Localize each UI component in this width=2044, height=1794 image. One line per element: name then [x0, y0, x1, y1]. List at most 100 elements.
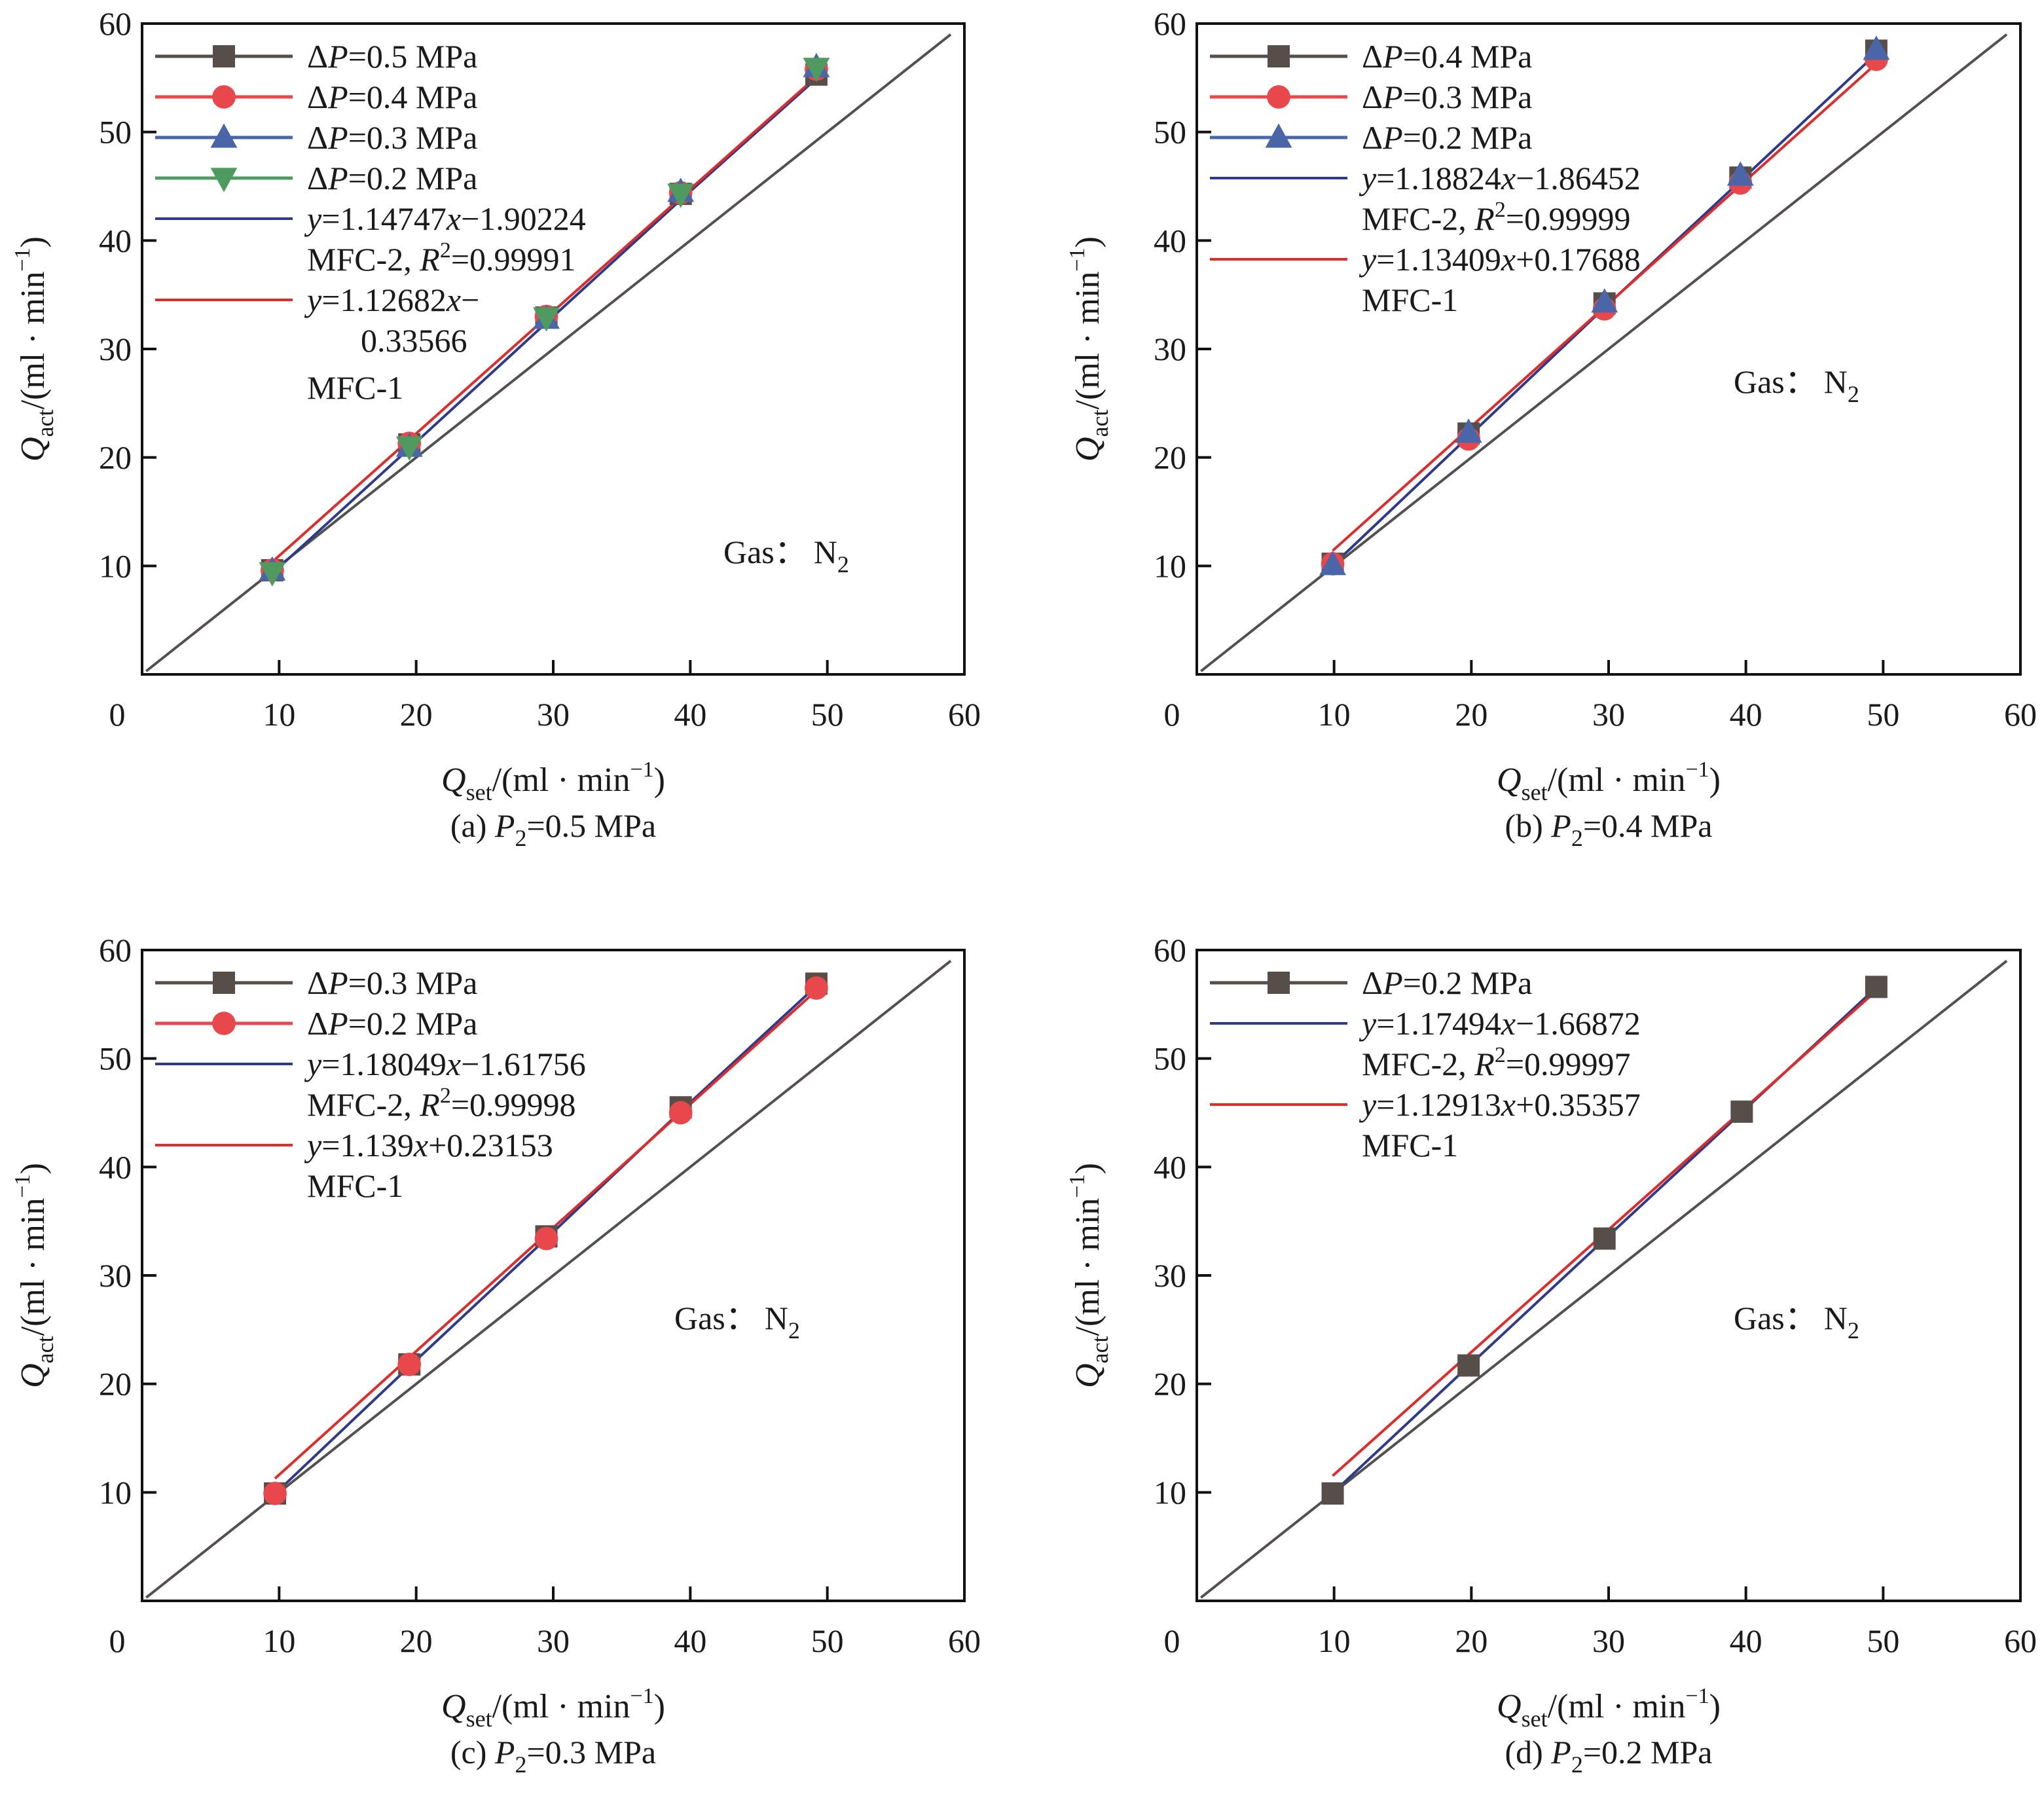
legend-intercept: +0.17688 [1516, 241, 1641, 278]
legend-fit-mfc1-equation: y=1.139x+0.23153 [304, 1127, 553, 1163]
legend-slope: =1.18049 [321, 1046, 447, 1082]
x-tick-label: 10 [1318, 696, 1351, 733]
legend-fit-mfc1-label: MFC-1 [1362, 282, 1458, 318]
legend-variable: P [1382, 38, 1403, 75]
legend-y: y [304, 1046, 322, 1082]
axis-subscript: act [32, 409, 58, 437]
legend-delta: Δ [307, 1005, 328, 1042]
legend-delta: Δ [307, 79, 328, 115]
gas-species: N [1824, 1300, 1848, 1336]
axis-superscript: −1 [10, 247, 35, 271]
legend-intercept: −1.61756 [461, 1046, 586, 1082]
caption-subscript: 2 [1571, 825, 1583, 851]
x-tick-label: 50 [811, 1622, 844, 1659]
legend-delta: Δ [1362, 38, 1383, 75]
caption-value: =0.3 MPa [526, 1734, 656, 1770]
y-tick-label: 40 [99, 222, 132, 259]
axis-symbol: Q [1497, 761, 1522, 799]
legend-mfc-label: MFC-2, [307, 1086, 420, 1123]
legend-fit-mfc2-r2: MFC-2, R2=0.99999 [1362, 198, 1631, 237]
data-point [395, 436, 423, 461]
axis-subscript: set [1522, 1706, 1548, 1732]
legend-entry: ΔP=0.3 MPa [307, 964, 477, 1001]
panel-caption: (b) P2=0.4 MPa [1505, 807, 1712, 851]
legend-delta: Δ [1362, 119, 1383, 156]
caption-variable: P [494, 807, 515, 844]
caption-subscript: 2 [515, 825, 526, 851]
axis-subscript: act [1087, 1336, 1113, 1363]
gas-label: Gas： [1734, 1300, 1817, 1336]
data-point [1726, 161, 1754, 186]
gas-species-subscript: 2 [837, 551, 849, 577]
legend-r: R [419, 241, 440, 278]
legend-intercept: +0.35357 [1516, 1086, 1641, 1123]
legend-slope: =1.139 [321, 1127, 414, 1163]
legend-y: y [304, 282, 322, 318]
legend-variable: P [327, 38, 348, 75]
legend-delta: Δ [1362, 79, 1383, 115]
y-tick-label: 40 [99, 1148, 132, 1185]
legend-x: x [446, 1046, 461, 1082]
data-point [1319, 551, 1346, 576]
legend-fit-mfc2-r2: MFC-2, R2=0.99991 [307, 238, 576, 278]
x-tick-label: 40 [674, 1622, 706, 1659]
legend-marker-square [1268, 45, 1290, 67]
axis-unit-close: ) [14, 1163, 52, 1174]
legend-value: =0.3 MPa [348, 119, 478, 156]
legend-fit-mfc2-equation: y=1.18824x−1.86452 [1359, 160, 1641, 196]
x-tick-label: 30 [1592, 696, 1625, 733]
gas-annotation: Gas： N2 [1734, 363, 1859, 407]
y-tick-label: 30 [1154, 1257, 1186, 1294]
reference-line-y-equals-x [1200, 33, 2008, 672]
legend-slope: =1.18824 [1376, 160, 1501, 196]
legend-intercept: −1.86452 [1516, 160, 1641, 196]
axis-subscript: act [1087, 409, 1113, 437]
caption-subscript: 2 [1571, 1751, 1583, 1778]
legend-mfc-label: MFC-2, [307, 241, 420, 278]
axis-superscript: −1 [630, 758, 653, 782]
axis-subscript: act [32, 1336, 58, 1363]
axis-subscript: set [466, 779, 492, 805]
y-tick-label: 60 [99, 932, 132, 968]
x-axis-title: Qset/(ml · min−1) [441, 1684, 665, 1732]
legend-fit-mfc1-equation: y=1.12682x− [304, 282, 479, 318]
legend-variable: P [327, 79, 348, 115]
data-point [1321, 1482, 1344, 1505]
panel-caption: (c) P2=0.3 MPa [450, 1734, 656, 1778]
gas-species-subscript: 2 [1848, 1317, 1859, 1344]
y-tick-label: 10 [1154, 1474, 1186, 1510]
legend-fit-mfc1-label: MFC-1 [1362, 1127, 1458, 1163]
legend-entry: ΔP=0.3 MPa [1362, 79, 1532, 115]
y-tick-label: 10 [99, 547, 132, 584]
legend-entry: ΔP=0.2 MPa [307, 160, 477, 196]
caption-variable: P [494, 1734, 515, 1770]
legend-marker-triangle_up [210, 123, 238, 148]
x-tick-label: 40 [1730, 1622, 1762, 1659]
axis-subscript: set [1522, 779, 1548, 805]
axis-symbol: Q [1069, 1363, 1106, 1388]
legend-marker-triangle_down [210, 168, 238, 192]
axis-unit-close: ) [1709, 761, 1721, 799]
legend-fit-mfc2-equation: y=1.17494x−1.66872 [1359, 1005, 1641, 1042]
data-point [533, 307, 560, 332]
axis-symbol: Q [441, 1688, 466, 1725]
x-tick-label: 60 [948, 1622, 981, 1659]
legend-mfc-label: MFC-2, [1362, 1046, 1474, 1082]
x-axis-title: Qset/(ml · min−1) [1497, 1684, 1721, 1732]
legend-r-sup: 2 [1495, 198, 1506, 222]
axis-superscript: −1 [1065, 1174, 1089, 1198]
y-tick-label: 20 [1154, 1366, 1186, 1402]
legend-fit-mfc1-label: MFC-1 [307, 369, 403, 406]
y-tick-label: 20 [99, 1366, 132, 1402]
caption-variable: P [1550, 1734, 1571, 1770]
axis-unit-close: ) [1069, 1163, 1106, 1174]
y-tick-label: 20 [1154, 439, 1186, 476]
legend-mfc-label: MFC-2, [1362, 200, 1474, 237]
x-tick-label: 0 [109, 696, 126, 733]
legend-entry: ΔP=0.4 MPa [1362, 38, 1532, 75]
legend-entry: ΔP=0.2 MPa [1362, 964, 1532, 1001]
legend-value: =0.4 MPa [1403, 38, 1533, 75]
data-point [1455, 418, 1482, 443]
